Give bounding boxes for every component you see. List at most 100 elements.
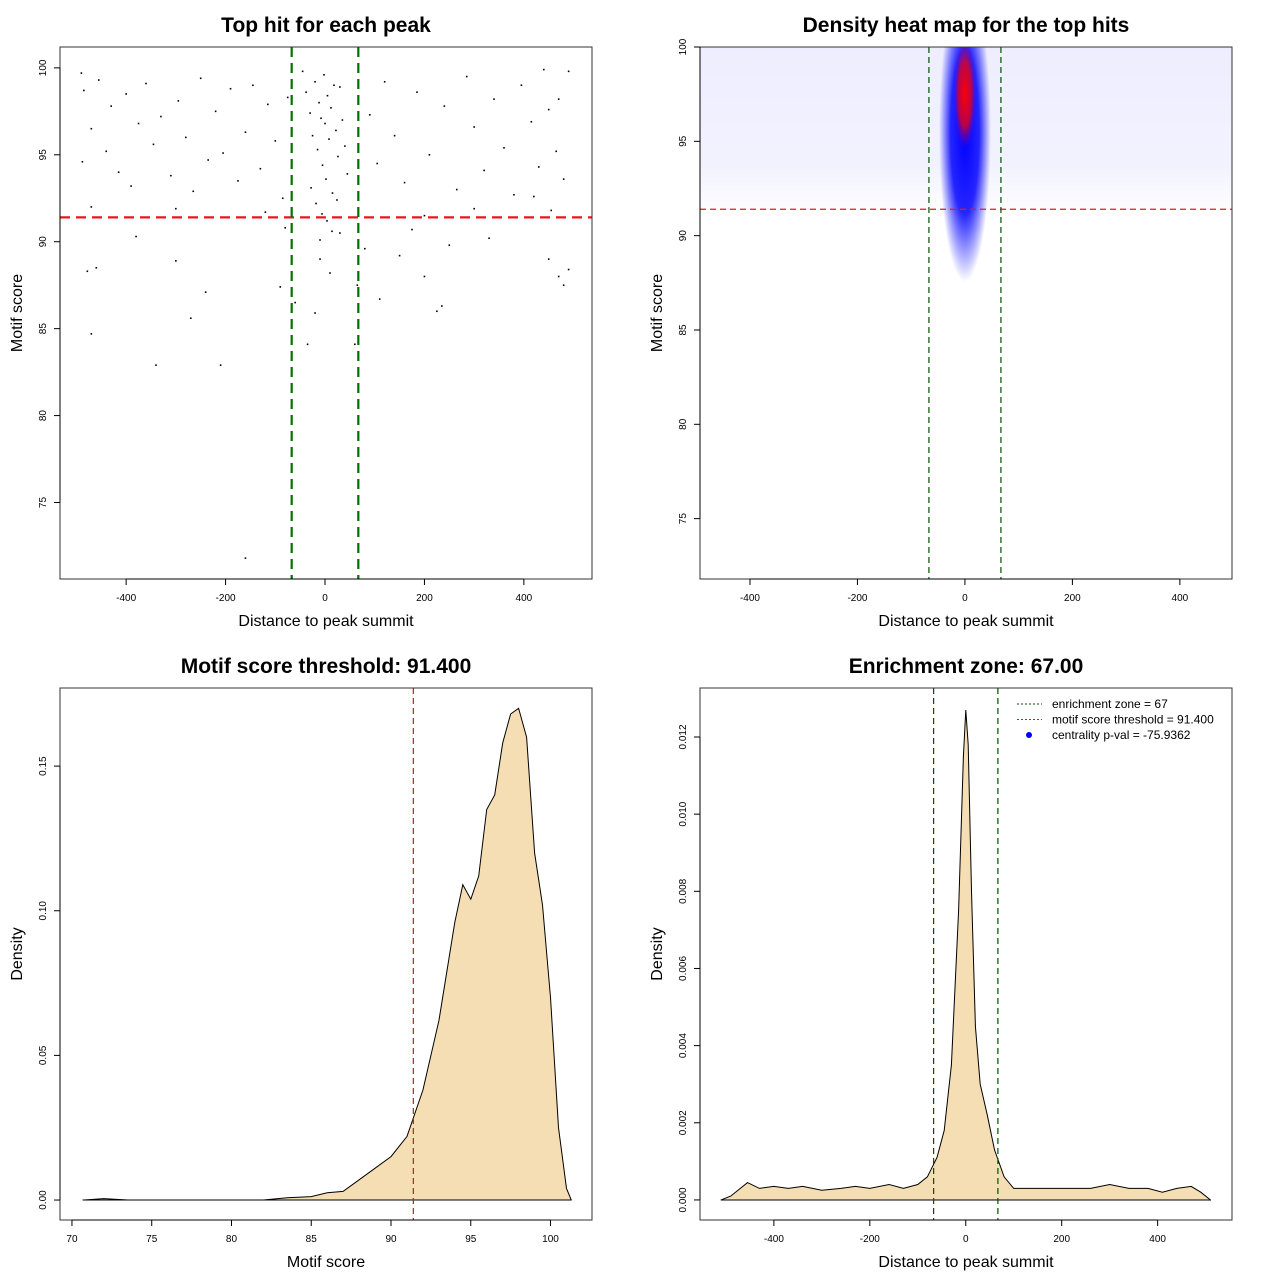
y-tick-label: 85 (678, 324, 689, 336)
data-point (326, 220, 328, 222)
data-point (286, 96, 289, 99)
data-point (483, 169, 485, 172)
data-point (214, 110, 217, 113)
data-point (520, 84, 523, 87)
data-point (315, 202, 317, 205)
y-axis-label: Density (649, 927, 666, 980)
legend-dot-icon (1026, 732, 1032, 738)
data-point (368, 114, 371, 116)
data-point (339, 86, 341, 88)
y-axis-label: Motif score (9, 274, 26, 352)
data-point (542, 68, 545, 71)
data-point (81, 160, 84, 163)
x-tick-label: 70 (66, 1234, 78, 1245)
x-tick-label: 100 (542, 1234, 559, 1245)
data-point (222, 152, 224, 154)
y-tick-label: 0.004 (678, 1033, 689, 1058)
data-point (95, 266, 98, 269)
data-point (336, 199, 338, 201)
data-point (331, 230, 333, 233)
data-point (533, 195, 535, 198)
data-point (204, 291, 207, 293)
x-tick-label: 0 (322, 593, 328, 604)
panel-score-density: 70 75 80 85 90 95 100 0.00 0.05 0.10 0.15 Motif sco… (9, 655, 593, 1271)
y-tick-label: 0.010 (678, 801, 689, 826)
y-tick-label: 90 (38, 236, 49, 248)
data-point (305, 91, 307, 94)
x-tick-label: 85 (306, 1234, 318, 1245)
data-point (328, 138, 330, 140)
data-point (177, 100, 180, 102)
data-point (513, 193, 515, 196)
data-point (488, 237, 490, 240)
data-point (86, 270, 89, 273)
legend: enrichment zone = 67 motif score threshol… (1017, 697, 1214, 742)
data-point (252, 84, 254, 87)
data-point (314, 312, 316, 314)
x-tick-label: 200 (1064, 593, 1081, 604)
data-point (329, 272, 331, 274)
y-tick-label: 0.10 (38, 901, 49, 921)
data-point (83, 89, 85, 92)
y-tick-label: 0.006 (678, 956, 689, 981)
data-point (398, 254, 401, 257)
data-point (281, 197, 284, 200)
data-point (455, 188, 458, 191)
data-point (423, 214, 426, 217)
data-point (90, 206, 93, 208)
data-point (376, 162, 379, 165)
x-tick-label: 95 (465, 1234, 477, 1245)
data-point (331, 192, 334, 194)
y-tick-label: 75 (678, 513, 689, 525)
data-point (267, 103, 269, 106)
y-tick-label: 0.012 (678, 724, 689, 749)
y-tick-label: 95 (678, 135, 689, 147)
data-point (170, 174, 172, 177)
data-point (448, 244, 451, 246)
y-tick-label: 0.008 (678, 878, 689, 903)
chart-title: Motif score threshold: 91.400 (181, 655, 472, 678)
y-tick-label: 0.002 (678, 1110, 689, 1135)
data-point (117, 171, 120, 173)
y-tick-label: 85 (38, 323, 49, 335)
data-point (90, 333, 93, 335)
data-point (337, 155, 339, 158)
x-tick-label: -400 (116, 593, 136, 604)
x-tick-label: 400 (1172, 593, 1189, 604)
data-point (135, 235, 137, 238)
y-tick-label: 100 (38, 59, 49, 76)
data-point (416, 91, 418, 94)
data-point (321, 164, 324, 167)
data-point (314, 80, 316, 83)
data-point (354, 343, 356, 346)
data-point (274, 140, 277, 142)
data-point (567, 268, 570, 271)
data-point (344, 145, 346, 147)
data-point (189, 317, 192, 320)
data-point (130, 185, 132, 187)
x-tick-label: 400 (1149, 1234, 1166, 1245)
x-tick-label: 0 (963, 1234, 969, 1245)
data-point (465, 75, 468, 78)
data-point (219, 364, 222, 366)
x-axis-label: Motif score (287, 1254, 365, 1271)
legend-entry: motif score threshold = 91.400 (1052, 713, 1214, 727)
x-tick-label: -200 (860, 1234, 880, 1245)
x-tick-label: -400 (740, 593, 760, 604)
data-point (547, 108, 550, 111)
data-point (310, 187, 312, 189)
heatmap-density-blob (938, 47, 991, 282)
data-point (316, 148, 319, 151)
y-tick-label: 90 (678, 230, 689, 242)
x-tick-label: -400 (764, 1234, 784, 1245)
chart-title: Density heat map for the top hits (803, 14, 1130, 37)
data-point (473, 207, 475, 210)
data-point (346, 173, 349, 175)
data-point (325, 178, 327, 180)
data-point (318, 101, 320, 104)
data-point (244, 557, 247, 559)
data-point (428, 153, 431, 156)
y-tick-label: 75 (38, 497, 49, 509)
x-tick-label: 0 (962, 593, 968, 604)
